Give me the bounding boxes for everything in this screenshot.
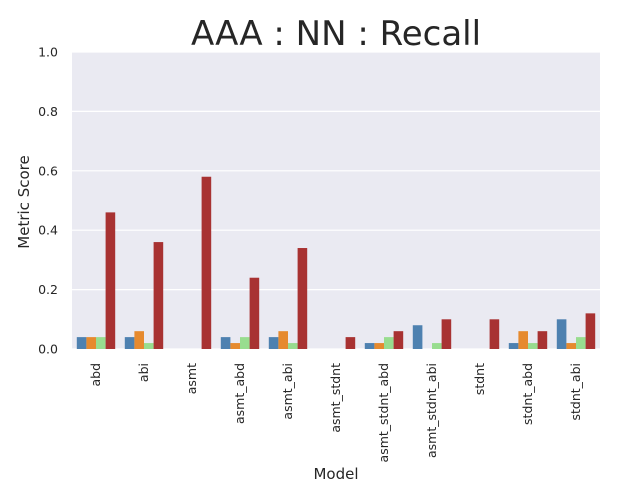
x-tick-label: asmt_stdnt_abi (424, 363, 439, 458)
bar-asmt-s4 (201, 176, 212, 349)
bar-asmt_abd-s4 (249, 277, 260, 349)
bar-asmt_abi-s1 (268, 337, 279, 349)
bar-stdnt_abi-s1 (556, 319, 567, 349)
x-tick-label: stdnt_abd (520, 363, 535, 425)
x-tick-label: asmt_abd (232, 363, 247, 424)
x-tick-label: abd (88, 363, 103, 387)
bar-asmt_stdnt_abd-s2 (374, 343, 384, 349)
x-tick-label: stdnt_abi (568, 363, 583, 421)
y-tick-labels: 0.0 0.2 0.4 0.6 0.8 1.0 (38, 45, 58, 357)
bar-abi-s1 (124, 337, 135, 349)
bar-asmt_abd-s2 (230, 343, 240, 349)
bar-abi-s3 (144, 343, 154, 349)
bar-asmt_stdnt_abi-s3 (432, 343, 442, 349)
x-axis-label: Model (313, 465, 358, 483)
bar-asmt_stdnt_abi-s1 (412, 325, 423, 349)
bar-abd-s1 (76, 337, 87, 349)
bar-asmt_abd-s1 (220, 337, 231, 349)
bar-asmt_abd-s3 (240, 337, 250, 349)
bar-stdnt_abi-s4 (585, 313, 596, 349)
y-tick-label: 1.0 (38, 45, 58, 60)
chart-title: AAA : NN : Recall (191, 14, 481, 54)
x-tick-label: stdnt (472, 363, 487, 395)
bar-stdnt_abd-s3 (528, 343, 538, 349)
y-tick-label: 0.8 (38, 104, 58, 119)
bar-asmt_abi-s3 (288, 343, 298, 349)
y-tick-label: 0.4 (38, 223, 58, 238)
bar-stdnt_abd-s2 (518, 331, 528, 349)
bar-stdnt_abd-s4 (537, 331, 548, 349)
bar-abd-s2 (86, 337, 96, 349)
bar-asmt_stdnt_abi-s4 (441, 319, 452, 349)
bar-stdnt_abd-s1 (508, 343, 519, 349)
bar-abd-s4 (105, 212, 116, 349)
x-tick-label: asmt (184, 363, 199, 394)
bar-abi-s4 (153, 242, 164, 349)
x-tick-label: asmt_abi (280, 363, 295, 420)
bar-stdnt-s4 (489, 319, 500, 349)
y-tick-label: 0.6 (38, 163, 58, 178)
plot-area (72, 52, 600, 349)
y-tick-label: 0.0 (38, 342, 58, 357)
bar-asmt_stdnt-s4 (345, 337, 356, 349)
bar-asmt_stdnt_abd-s4 (393, 331, 404, 349)
bars (76, 176, 596, 349)
x-tick-label: abi (136, 363, 151, 382)
bar-abd-s3 (96, 337, 106, 349)
bar-stdnt_abi-s2 (566, 343, 576, 349)
bar-stdnt_abi-s3 (576, 337, 586, 349)
x-tick-label: asmt_stdnt (328, 363, 343, 433)
y-tick-label: 0.2 (38, 282, 58, 297)
x-tick-labels: abd abi asmt asmt_abd asmt_abi asmt_stdnt asmt… (88, 363, 583, 463)
bar-abi-s2 (134, 331, 144, 349)
bar-asmt_abi-s2 (278, 331, 288, 349)
x-tick-label: asmt_stdnt_abd (376, 363, 391, 462)
y-axis-label: Metric Score (15, 155, 33, 248)
bar-asmt_stdnt_abd-s1 (364, 343, 375, 349)
bar-asmt_stdnt_abd-s3 (384, 337, 394, 349)
bar-asmt_abi-s4 (297, 248, 308, 349)
